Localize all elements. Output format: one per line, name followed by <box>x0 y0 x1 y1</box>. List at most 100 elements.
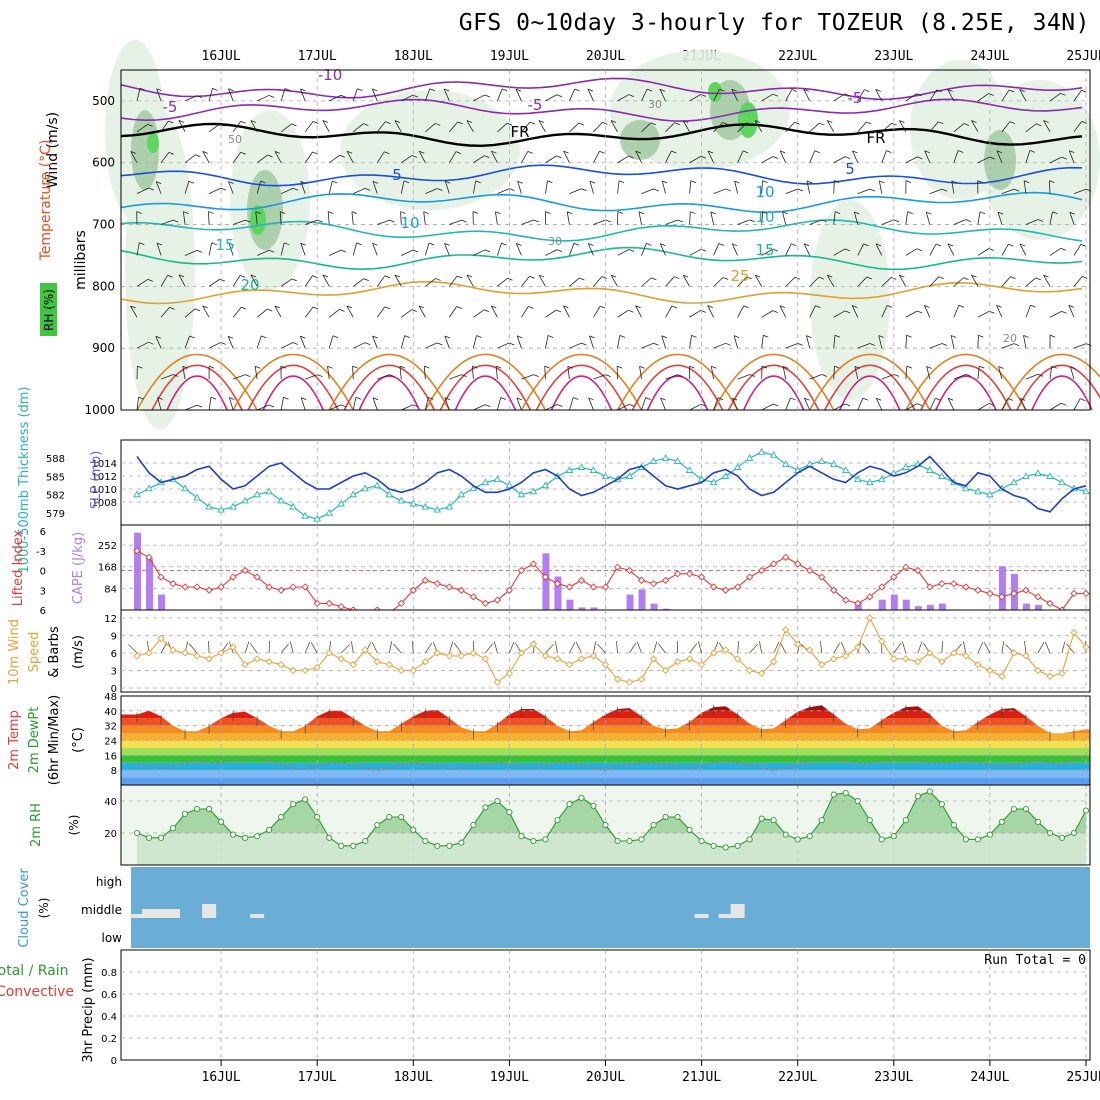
wind-barb <box>160 152 170 163</box>
wind-barb <box>250 120 258 133</box>
wind-barb-flag <box>1051 365 1057 369</box>
rh-point <box>194 805 201 813</box>
wind-barb <box>423 366 426 380</box>
rh-point <box>374 821 381 829</box>
wind-barb <box>713 188 726 195</box>
wind-barb <box>833 310 846 318</box>
isotherm-line <box>120 246 1083 271</box>
wind-barb-flag <box>291 123 297 127</box>
wind-barb <box>376 151 385 163</box>
wind-barb <box>346 151 354 163</box>
wind-barb-flag <box>588 243 594 246</box>
wind-barb-flag <box>1008 243 1014 247</box>
thickness-point <box>1010 478 1018 486</box>
wind-barb <box>545 180 548 194</box>
wind-barb-flag <box>220 187 227 191</box>
surface-wind-barb <box>244 641 250 654</box>
wind-barb-flag <box>196 95 203 98</box>
surface-wind-barb <box>249 642 258 654</box>
wind-barb-flag <box>300 335 306 339</box>
wind-barb-flag <box>385 121 391 125</box>
wind-barb <box>737 276 747 287</box>
surface-wind-barb <box>1066 643 1075 654</box>
wind-barb <box>785 188 798 195</box>
wind-barb-flag <box>157 397 163 400</box>
wind-barb-flag <box>587 88 594 92</box>
wind-barb-flag <box>284 88 291 91</box>
wind-speed-point <box>721 646 730 654</box>
wind-barb <box>854 366 859 380</box>
surface-wind-barb <box>1037 642 1045 654</box>
wind-barb-flag <box>292 187 299 191</box>
wind-barb-flag <box>645 397 651 401</box>
wind-barb <box>857 243 864 256</box>
wind-barb-flag <box>317 374 323 377</box>
wind-barb-flag <box>782 365 789 369</box>
wind-barb <box>328 180 333 194</box>
wind-barb <box>567 366 570 380</box>
wind-barb-flag <box>763 334 769 338</box>
wind-barb <box>516 397 522 411</box>
wind-barb <box>881 374 895 380</box>
rh-point <box>650 821 657 829</box>
wind-barb <box>689 155 702 164</box>
wind-barb <box>665 374 678 380</box>
wind-barb-flag <box>1060 247 1066 251</box>
rh-shade <box>810 200 890 400</box>
wind-barb-flag <box>495 365 502 369</box>
wind-barb <box>737 374 750 380</box>
slp-tick-label: 1010 <box>92 485 117 496</box>
lifted-index-point <box>217 583 225 591</box>
wind-barb-flag <box>339 154 345 158</box>
thickness-point <box>493 475 502 483</box>
bottom-date-label: 22JUL <box>778 1070 817 1085</box>
wind-barb <box>490 305 498 318</box>
wind-barb <box>779 305 787 318</box>
wind-barb-flag <box>301 397 307 401</box>
wind-barb <box>449 275 458 287</box>
wind-barb <box>448 151 457 163</box>
bottom-date-label: 17JUL <box>298 1070 337 1085</box>
wind-barb <box>731 243 738 256</box>
wind-barb-flag <box>1080 398 1086 401</box>
rh-point <box>290 801 297 808</box>
wind-barb-flag <box>844 93 850 97</box>
wind-speed-point <box>445 652 453 660</box>
wind-barb <box>971 120 979 133</box>
surface-wind-barb <box>128 644 138 654</box>
wind-speed-point <box>890 655 898 663</box>
thickness-point <box>577 463 586 470</box>
bl-isotherm <box>232 353 354 411</box>
wind-barb <box>136 397 139 411</box>
wind-barb-flag <box>938 276 944 280</box>
isotherm-label: -5 <box>848 89 863 107</box>
cape-bar <box>578 607 586 610</box>
surface-wind-barb <box>304 641 311 654</box>
wind-barb-flag <box>412 249 419 253</box>
wind-barb <box>280 242 285 256</box>
wind-barb <box>682 120 690 133</box>
wind-barb <box>232 121 242 133</box>
wind-barb <box>156 242 162 256</box>
ylabel-thickness: 1000-500mb Thickness (dm) <box>17 386 32 573</box>
wind-barb-flag <box>619 335 625 338</box>
lifted-index-tick-label: -3 <box>36 547 46 558</box>
wind-barb <box>977 310 990 318</box>
lifted-index-point <box>529 560 538 568</box>
wind-barb <box>977 93 989 102</box>
wind-barb <box>881 305 888 318</box>
wind-barb-flag <box>556 155 562 159</box>
cape-bar <box>134 532 142 610</box>
wind-barb <box>929 276 939 287</box>
wind-speed-point <box>758 669 766 678</box>
wind-barb <box>274 305 282 318</box>
lifted-index-point <box>1070 589 1078 598</box>
surface-wind-barb <box>569 642 576 654</box>
wind-barb-flag <box>671 305 678 309</box>
wind-barb <box>569 277 580 287</box>
wind-barb-flag <box>682 274 689 278</box>
surface-wind-barb <box>962 641 967 654</box>
lifted-index-point <box>601 583 610 591</box>
thickness-point <box>385 490 394 498</box>
lifted-index-point <box>1082 589 1090 598</box>
